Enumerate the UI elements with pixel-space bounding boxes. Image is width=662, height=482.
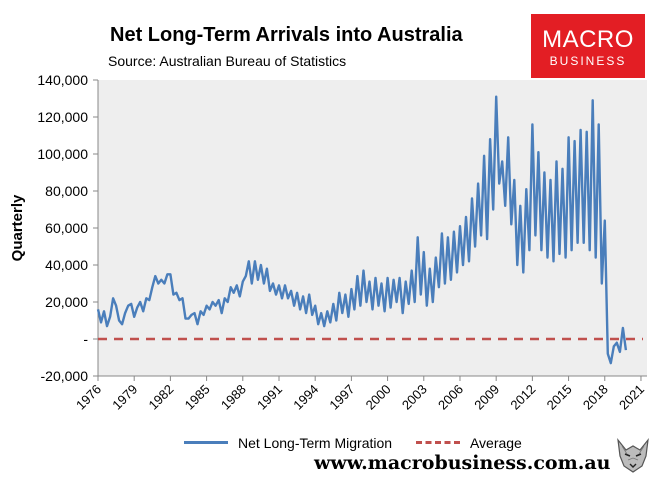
y-axis-title: Quarterly [9, 194, 26, 261]
legend-label-average: Average [469, 434, 522, 451]
x-tick-label: 1997 [326, 382, 357, 413]
x-tick-label: 2009 [471, 382, 502, 413]
y-tick-label: 40,000 [45, 257, 88, 273]
y-tick-label: 100,000 [37, 146, 88, 162]
x-tick-label: 1985 [182, 382, 213, 413]
x-tick-label: 2021 [616, 382, 647, 413]
chart-legend: Net Long-Term Migration Average [184, 431, 542, 451]
legend-item-average: Average [415, 434, 522, 451]
y-tick-label: -20,000 [41, 368, 89, 384]
wolf-icon [612, 434, 654, 476]
x-tick-label: 2012 [507, 382, 538, 413]
x-tick-label: 2000 [363, 382, 394, 413]
x-tick-label: 2003 [399, 382, 430, 413]
y-tick-label: 20,000 [45, 294, 88, 310]
legend-label-series: Net Long-Term Migration [238, 434, 393, 451]
logo-background [531, 14, 645, 78]
x-tick-label: 1979 [109, 382, 140, 413]
chart-title: Net Long-Term Arrivals into Australia [110, 24, 463, 46]
x-tick-label: 1994 [290, 382, 321, 413]
x-tick-label: 2015 [544, 382, 575, 413]
logo-line1: MACRO [542, 26, 634, 53]
y-tick-label: - [83, 331, 88, 347]
y-tick-label: 140,000 [37, 72, 88, 88]
chart-source: Source: Australian Bureau of Statistics [108, 53, 347, 69]
x-tick-label: 1988 [218, 382, 249, 413]
macrobusiness-logo: MACRO BUSINESS [531, 14, 645, 78]
x-tick-label: 1976 [73, 382, 104, 413]
x-tick-label: 1991 [254, 382, 285, 413]
legend-item-series: Net Long-Term Migration [184, 435, 392, 451]
legend-swatch-average [415, 441, 460, 444]
series-line-net-migration [96, 95, 628, 365]
y-tick-label: 80,000 [45, 183, 88, 199]
x-tick-label: 2018 [580, 382, 611, 413]
x-tick-label: 2006 [435, 382, 466, 413]
x-tick-label: 1982 [145, 382, 176, 413]
logo-line2: BUSINESS [549, 54, 627, 68]
website-url: www.macrobusiness.com.au [314, 452, 611, 474]
y-tick-label: 120,000 [37, 109, 88, 125]
legend-swatch-series [184, 441, 228, 444]
y-tick-label: 60,000 [45, 220, 88, 236]
